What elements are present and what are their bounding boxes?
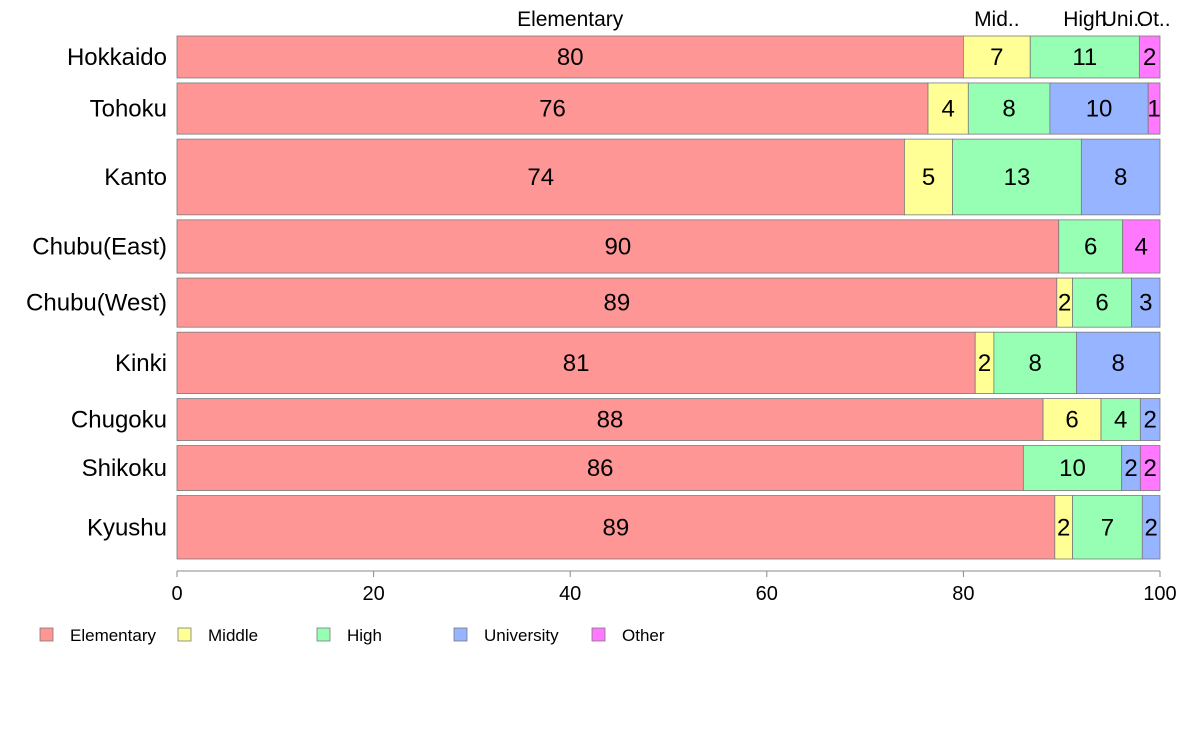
column-header: Uni.. bbox=[1102, 8, 1145, 31]
column-header: Elementary bbox=[517, 8, 624, 31]
bar-segment bbox=[176, 495, 1056, 560]
data-label: 89 bbox=[603, 514, 630, 541]
bar-segment bbox=[1080, 138, 1161, 216]
column-header: Ot.. bbox=[1137, 8, 1171, 31]
category-label: Chugoku bbox=[71, 407, 167, 434]
bar-segment bbox=[1072, 495, 1143, 560]
bar-segment bbox=[1139, 398, 1161, 441]
data-label: 4 bbox=[1114, 407, 1127, 434]
data-label: 10 bbox=[1086, 96, 1113, 123]
legend-label: Middle bbox=[208, 626, 258, 645]
category-label: Kyushu bbox=[87, 514, 167, 541]
data-label: 2 bbox=[1058, 290, 1071, 317]
bar-segment bbox=[952, 138, 1082, 216]
data-label: 8 bbox=[1114, 164, 1127, 191]
x-tick-label: 20 bbox=[362, 583, 384, 605]
data-label: 7 bbox=[1101, 514, 1114, 541]
legend-label: Other bbox=[622, 626, 665, 645]
data-label: 88 bbox=[597, 407, 624, 434]
category-label: Kanto bbox=[104, 164, 167, 191]
bar-segment bbox=[1029, 35, 1140, 79]
data-label: 1 bbox=[1147, 96, 1160, 123]
legend-swatch bbox=[591, 627, 606, 642]
data-label: 2 bbox=[1057, 514, 1070, 541]
data-label: 2 bbox=[1124, 455, 1137, 482]
category-label: Kinki bbox=[115, 350, 167, 377]
data-label: 76 bbox=[539, 96, 566, 123]
bar-segment bbox=[1049, 82, 1149, 135]
data-label: 6 bbox=[1095, 290, 1108, 317]
data-label: 4 bbox=[1135, 233, 1148, 260]
bar-segment bbox=[1042, 398, 1102, 441]
bar-segment bbox=[176, 138, 905, 216]
data-label: 90 bbox=[605, 233, 632, 260]
data-label: 6 bbox=[1065, 407, 1078, 434]
data-label: 8 bbox=[1002, 96, 1015, 123]
data-label: 13 bbox=[1004, 164, 1031, 191]
legend-swatch bbox=[453, 627, 468, 642]
bar-segment bbox=[1076, 331, 1161, 394]
data-label: 8 bbox=[1028, 350, 1041, 377]
legend-swatch bbox=[39, 627, 54, 642]
x-tick-label: 60 bbox=[756, 583, 778, 605]
bar-segment bbox=[1072, 277, 1132, 328]
data-label: 11 bbox=[1072, 44, 1097, 71]
data-label: 2 bbox=[1143, 44, 1156, 71]
data-label: 6 bbox=[1084, 233, 1097, 260]
bar-segment bbox=[1131, 277, 1161, 328]
bar-segment bbox=[1122, 219, 1161, 274]
data-label: 74 bbox=[527, 164, 554, 191]
data-label: 4 bbox=[941, 96, 954, 123]
data-label: 86 bbox=[587, 455, 614, 482]
category-label: Chubu(East) bbox=[32, 233, 167, 260]
category-label: Chubu(West) bbox=[26, 290, 167, 317]
bar-segment bbox=[176, 445, 1024, 491]
data-label: 2 bbox=[1144, 514, 1157, 541]
category-label: Tohoku bbox=[90, 96, 167, 123]
bar-segment bbox=[1022, 445, 1123, 491]
data-label: 5 bbox=[922, 164, 935, 191]
bar-segment bbox=[176, 398, 1044, 441]
data-label: 7 bbox=[990, 44, 1003, 71]
bar-segment bbox=[1147, 82, 1161, 135]
bar-segment bbox=[967, 82, 1051, 135]
category-label: Shikoku bbox=[82, 455, 167, 482]
bar-segment bbox=[993, 331, 1077, 394]
bar-segment bbox=[176, 331, 976, 394]
category-label: Hokkaido bbox=[67, 44, 167, 71]
data-label: 2 bbox=[1143, 407, 1156, 434]
legend-label: Elementary bbox=[70, 626, 156, 645]
bar-segment bbox=[176, 219, 1060, 274]
bar-segment bbox=[927, 82, 969, 135]
data-label: 81 bbox=[563, 350, 590, 377]
legend-swatch bbox=[316, 627, 331, 642]
bar-segment bbox=[176, 82, 929, 135]
bar-segment bbox=[1138, 35, 1161, 79]
x-tick-label: 40 bbox=[559, 583, 581, 605]
column-header: High bbox=[1063, 8, 1106, 31]
x-tick-label: 100 bbox=[1143, 583, 1176, 605]
bar-segment bbox=[1141, 495, 1161, 560]
data-label: 8 bbox=[1112, 350, 1125, 377]
x-tick-label: 0 bbox=[171, 583, 182, 605]
data-label: 80 bbox=[557, 44, 584, 71]
column-header: Mid.. bbox=[974, 8, 1020, 31]
legend-label: University bbox=[484, 626, 559, 645]
x-tick-label: 80 bbox=[952, 583, 974, 605]
data-label: 3 bbox=[1139, 290, 1152, 317]
bar-segment bbox=[963, 35, 1031, 79]
data-label: 2 bbox=[1143, 455, 1156, 482]
legend-label: High bbox=[347, 626, 382, 645]
bar-segment bbox=[904, 138, 953, 216]
data-label: 10 bbox=[1059, 455, 1086, 482]
data-label: 89 bbox=[604, 290, 631, 317]
bar-segment bbox=[1139, 445, 1161, 491]
legend-swatch bbox=[177, 627, 192, 642]
data-label: 2 bbox=[978, 350, 991, 377]
bar-segment bbox=[176, 35, 964, 79]
bar-segment bbox=[176, 277, 1058, 328]
